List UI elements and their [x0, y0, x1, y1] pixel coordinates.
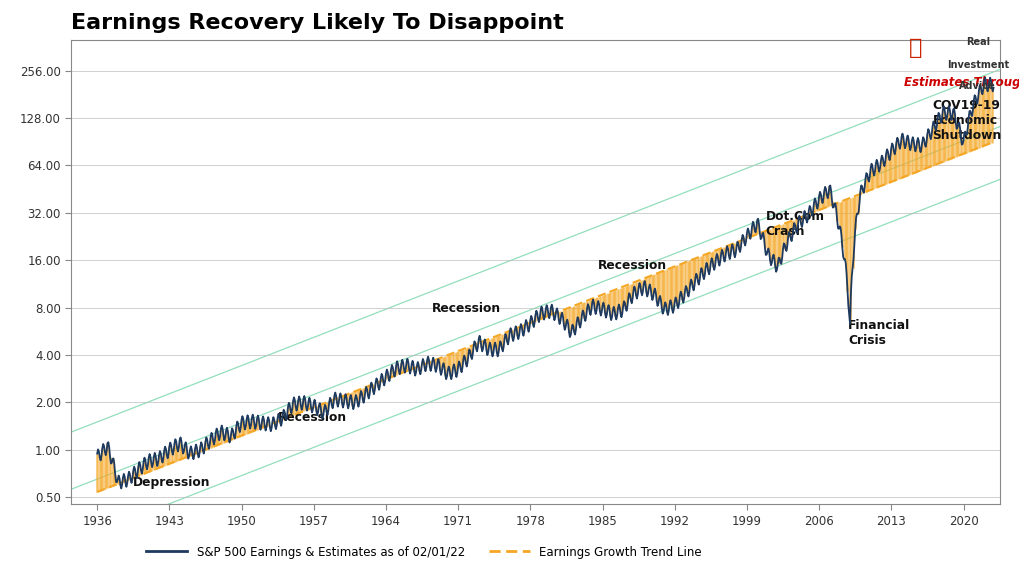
Text: Real: Real [965, 37, 988, 48]
Text: Earnings Recovery Likely To Disappoint: Earnings Recovery Likely To Disappoint [71, 13, 564, 33]
Text: Dot.Com
Crash: Dot.Com Crash [764, 210, 823, 238]
Text: Estimates Through 2022: Estimates Through 2022 [903, 76, 1019, 89]
Legend: S&P 500 Earnings & Estimates as of 02/01/22, Earnings Growth Trend Line: S&P 500 Earnings & Estimates as of 02/01… [142, 541, 706, 563]
Text: COV19-19
Economic
Shutdown: COV19-19 Economic Shutdown [931, 99, 1001, 142]
Text: Recession: Recession [432, 302, 501, 315]
Text: Recession: Recession [277, 411, 346, 424]
Text: Financial
Crisis: Financial Crisis [847, 319, 909, 347]
Text: Recession: Recession [597, 259, 665, 272]
Text: Depression: Depression [133, 476, 211, 489]
Text: 🐾: 🐾 [908, 38, 921, 57]
Text: Investment: Investment [946, 60, 1008, 70]
Text: Advice: Advice [959, 81, 996, 91]
